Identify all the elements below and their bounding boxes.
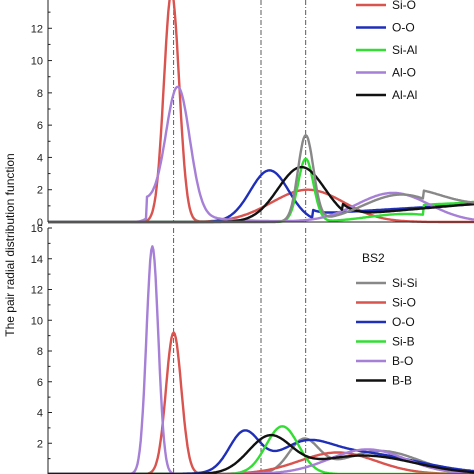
- y-tick-label: 2: [37, 185, 43, 197]
- legend-layer: Si-O O-O Si-Al Al-O Al-Al Si-Si Si-O O-O Si-B B-O…: [356, 0, 417, 388]
- series-line-si-b: [47, 425, 474, 474]
- y-tick-label: 6: [37, 120, 43, 132]
- legend-label: Al-O: [392, 66, 416, 80]
- y-tick-label: 8: [37, 88, 43, 100]
- y-tick-label: 10: [31, 315, 43, 327]
- legend-label: O-O: [392, 315, 415, 329]
- legend-label: Si-Al: [392, 43, 417, 57]
- legend-label: Si-O: [392, 0, 416, 12]
- legend-label: O-O: [392, 21, 415, 35]
- y-tick-label: 2: [37, 438, 43, 450]
- grid-layer: [173, 0, 307, 474]
- y-axis-label: The pair radial distribution function: [3, 153, 17, 336]
- panel-label-bottom: BS2: [362, 251, 385, 265]
- legend-label: Al-Al: [392, 88, 417, 102]
- y-tick-label: 10: [31, 56, 43, 68]
- y-tick-label: 14: [31, 254, 43, 266]
- tick-layer: 0 2 4 6 8 10 12 2 4 6 8 10 12 14 16: [31, 11, 52, 460]
- series-line-b-b: [47, 433, 474, 474]
- series-line-si-o: [47, 331, 474, 474]
- y-tick-label: 6: [37, 377, 43, 389]
- y-tick-label: 12: [31, 23, 43, 35]
- y-tick-label: 0: [37, 217, 43, 229]
- legend-label: Si-Si: [392, 276, 417, 290]
- legend-label: B-O: [392, 354, 413, 368]
- y-tick-label: 12: [31, 285, 43, 297]
- y-tick-label: 8: [37, 346, 43, 358]
- legend-label: Si-B: [392, 335, 415, 349]
- legend-label: Si-O: [392, 296, 416, 310]
- legend-label: B-B: [392, 374, 412, 388]
- y-tick-label: 4: [37, 408, 43, 420]
- y-tick-label: 16: [31, 223, 43, 235]
- y-tick-label: 4: [37, 152, 43, 164]
